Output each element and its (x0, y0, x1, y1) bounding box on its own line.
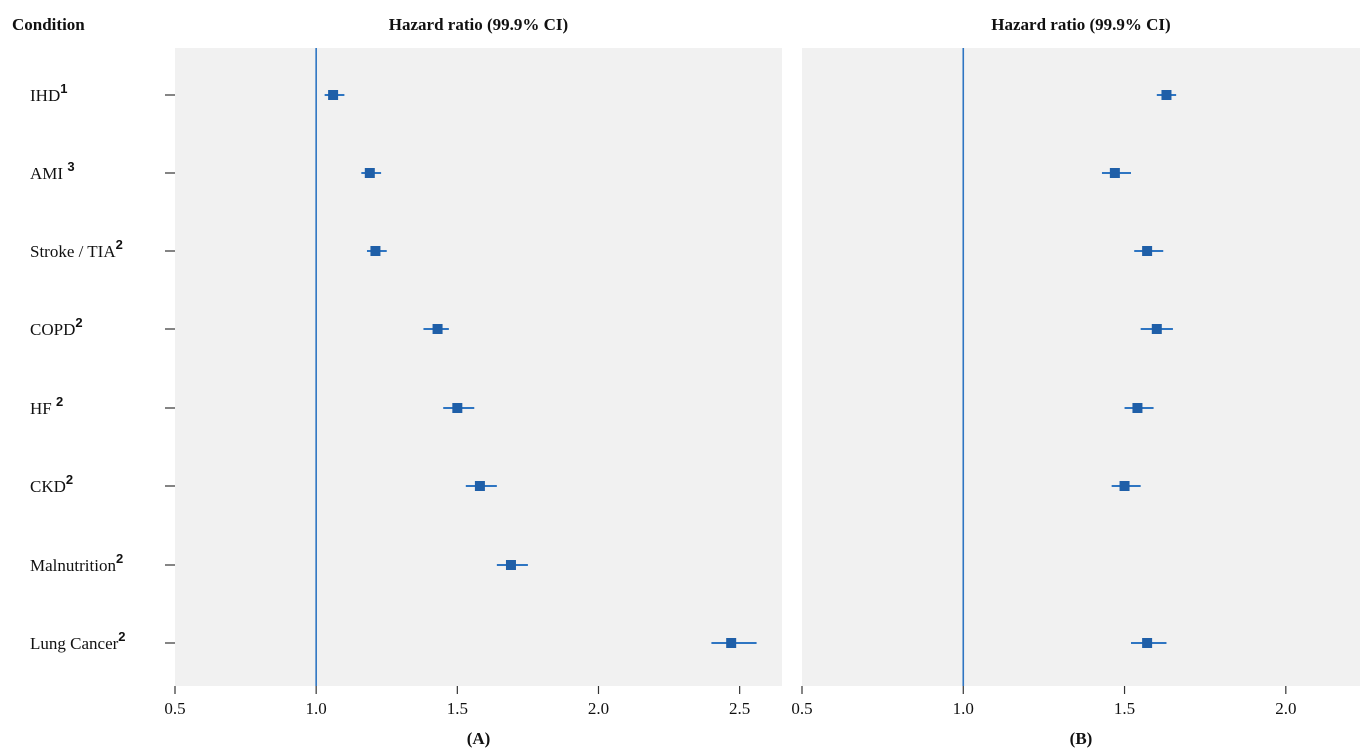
row-label: IHD1 (30, 81, 67, 105)
point-estimate-marker (364, 168, 375, 178)
point-estimate-marker (370, 246, 381, 256)
row-label: AMI 3 (30, 159, 75, 183)
point-estimate-marker (1119, 481, 1130, 491)
row-label: Malnutrition2 (30, 551, 123, 575)
point-estimate-marker (474, 481, 485, 491)
row-label-superscript: 2 (56, 394, 63, 409)
x-tick-label: 1.0 (953, 699, 974, 718)
point-estimate-marker (1142, 638, 1153, 648)
x-tick-label: 2.0 (1275, 699, 1296, 718)
row-label-superscript: 2 (116, 551, 123, 566)
point-estimate-marker (328, 90, 339, 100)
row-label: Stroke / TIA2 (30, 237, 123, 261)
row-label-text: HF (30, 399, 56, 418)
x-tick-label: 1.0 (306, 699, 327, 718)
panel-b-title: Hazard ratio (99.9% CI) (991, 15, 1170, 34)
row-label: CKD2 (30, 472, 73, 496)
row-label: COPD2 (30, 315, 83, 339)
x-tick-label: 1.5 (447, 699, 468, 718)
panel-b-background (802, 48, 1360, 686)
point-estimate-marker (432, 324, 443, 334)
point-estimate-marker (1132, 403, 1143, 413)
row-label-text: CKD (30, 477, 66, 496)
point-estimate-marker (726, 638, 737, 648)
row-label-text: Malnutrition (30, 556, 116, 575)
row-label-superscript: 2 (118, 629, 125, 644)
point-estimate-marker (1142, 246, 1153, 256)
panel-b-label: (B) (1070, 729, 1093, 748)
row-label-text: IHD (30, 86, 60, 105)
panel-a-title: Hazard ratio (99.9% CI) (389, 15, 568, 34)
row-label: Lung Cancer2 (30, 629, 126, 653)
panel-a-background (175, 48, 782, 686)
x-tick-label: 2.0 (588, 699, 609, 718)
row-label-text: COPD (30, 320, 75, 339)
x-tick-label: 1.5 (1114, 699, 1135, 718)
point-estimate-marker (505, 560, 516, 570)
point-estimate-marker (1151, 324, 1162, 334)
row-label-text: Lung Cancer (30, 634, 119, 653)
condition-column-header: Condition (12, 15, 85, 34)
row-label: HF 2 (30, 394, 63, 418)
x-tick-label: 0.5 (164, 699, 185, 718)
point-estimate-marker (1109, 168, 1120, 178)
x-tick-label: 0.5 (791, 699, 812, 718)
row-label-superscript: 2 (66, 472, 73, 487)
row-label-superscript: 1 (60, 81, 67, 96)
row-label-text: Stroke / TIA (30, 242, 116, 261)
panel-a-label: (A) (467, 729, 491, 748)
x-tick-label: 2.5 (729, 699, 750, 718)
point-estimate-marker (1161, 90, 1172, 100)
row-label-superscript: 3 (67, 159, 74, 174)
panel-b: Hazard ratio (99.9% CI) (B) 0.5 1.0 1.5 2.0 (791, 15, 1360, 748)
row-label-text: AMI (30, 164, 67, 183)
row-label-superscript: 2 (75, 315, 82, 330)
point-estimate-marker (452, 403, 463, 413)
panel-a: Hazard ratio (99.9% CI) (A) 0.5 1.0 1.5 2.0… (164, 15, 782, 748)
row-label-superscript: 2 (116, 237, 123, 252)
